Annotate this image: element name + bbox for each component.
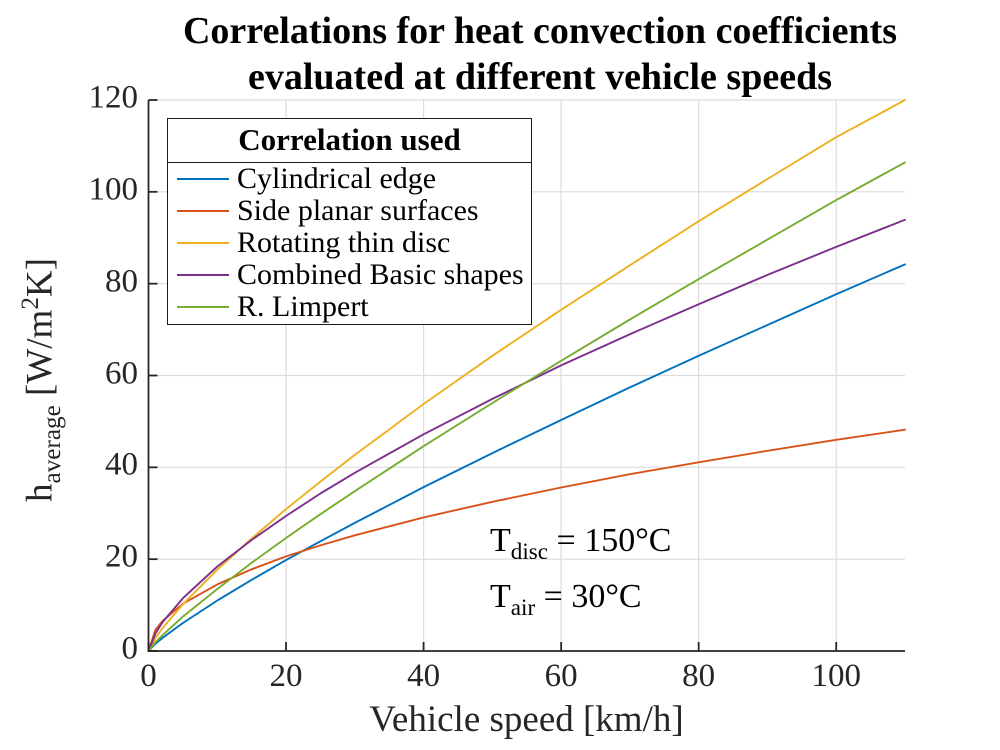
annotation-tdisc-base: T	[490, 522, 511, 559]
x-tick-label-0: 0	[140, 658, 157, 694]
y-tick-label-20: 20	[105, 538, 138, 575]
y-tick-label-120: 120	[88, 79, 139, 116]
x-tick-label-20: 20	[269, 658, 303, 694]
annotation-tair: Tair = 30°C	[490, 578, 642, 622]
legend-swatch	[177, 242, 229, 244]
annotation-tair-sub: air	[510, 594, 536, 621]
curve-cylindrical-edge	[147, 263, 906, 652]
legend-item-cylindrical-edge: Cylindrical edge	[168, 162, 531, 195]
chart-title-line2: evaluated at different vehicle speeds	[248, 56, 832, 98]
y-axis-label-base: h	[19, 483, 61, 502]
curve-side-planar-surfaces	[147, 428, 906, 652]
legend-item-rotating-thin-disc: Rotating thin disc	[168, 226, 531, 259]
annotation-tdisc-sub: disc	[510, 538, 549, 565]
legend-items: Cylindrical edge Side planar surfaces Rota…	[168, 162, 531, 323]
curve-rotating-thin-disc	[147, 99, 906, 652]
curve-combined-basic-shapes	[147, 218, 906, 652]
y-tick-label-0: 0	[121, 630, 139, 667]
y-tick-label-60: 60	[105, 355, 138, 392]
legend-item-combined-basic-shapes: Combined Basic shapes	[168, 258, 531, 291]
y-tick-label-100: 100	[88, 171, 139, 208]
legend-label: Combined Basic shapes	[237, 258, 524, 291]
legend-swatch	[177, 178, 229, 180]
legend-swatch	[177, 210, 229, 212]
annotation-tdisc-value: = 150°C	[548, 522, 672, 559]
x-tick-label-100: 100	[811, 658, 861, 694]
annotation-tair-base: T	[490, 578, 511, 615]
legend-swatch	[177, 274, 229, 276]
x-axis-label: Vehicle speed [km/h]	[369, 699, 684, 740]
legend-label: Rotating thin disc	[237, 226, 451, 259]
legend-box: Correlation used Cylindrical edge Side pl…	[167, 118, 532, 325]
legend-item-r-limpert: R. Limpert	[168, 290, 531, 323]
y-axis-label-unit-post: K]	[19, 258, 61, 298]
y-tick-label-40: 40	[105, 446, 138, 483]
legend-label: Cylindrical edge	[237, 162, 437, 195]
legend-item-side-planar-surfaces: Side planar surfaces	[168, 194, 531, 227]
chart-title: Correlations for heat convection coeffic…	[80, 8, 1000, 100]
y-axis-label-unit-sup: 2	[17, 297, 45, 310]
legend-swatch	[177, 306, 229, 308]
chart-title-line1: Correlations for heat convection coeffic…	[182, 10, 898, 52]
curve-r-limpert	[147, 161, 906, 652]
x-tick-label-80: 80	[682, 658, 716, 694]
x-tick-label-60: 60	[544, 658, 578, 694]
legend-label: Side planar surfaces	[237, 194, 479, 227]
y-axis-label-unit-pre: [W/m	[19, 309, 61, 406]
y-axis-label: haverage [W/m2K]	[17, 258, 67, 502]
y-tick-label-80: 80	[105, 263, 138, 300]
annotation-tair-value: = 30°C	[535, 578, 642, 615]
y-axis-label-sub: average	[38, 405, 66, 484]
legend-label: R. Limpert	[237, 290, 369, 323]
legend-title: Correlation used	[168, 119, 531, 163]
x-tick-label-40: 40	[407, 658, 441, 694]
annotation-tdisc: Tdisc = 150°C	[490, 522, 671, 566]
